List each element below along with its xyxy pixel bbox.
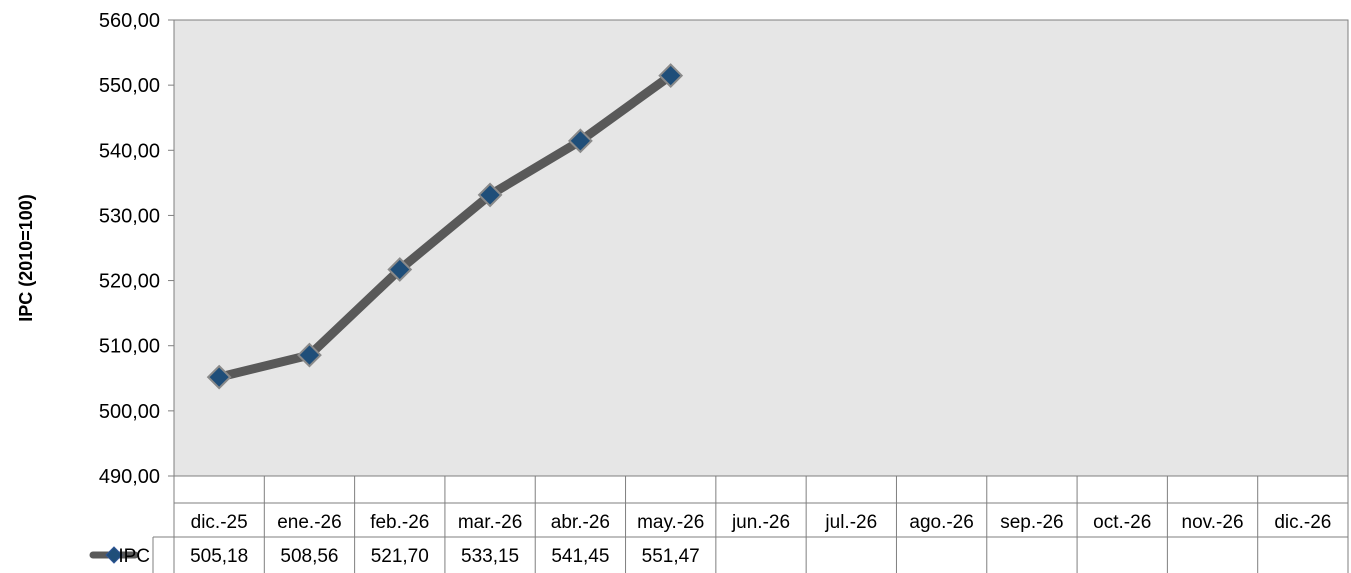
data-point	[477, 182, 503, 208]
data-point	[567, 128, 593, 154]
data-point	[297, 342, 322, 368]
y-tick-label: 520,00	[99, 271, 160, 293]
legend-label: IPC	[118, 546, 150, 567]
x-category-label: oct.-26	[1093, 512, 1151, 533]
x-category-label: dic.-25	[191, 512, 248, 533]
y-tick-label: 500,00	[99, 401, 160, 423]
x-category-label: feb.-26	[370, 512, 429, 533]
y-tick-label: 560,00	[99, 10, 160, 32]
x-category-label: may.-26	[637, 512, 704, 533]
y-tick-label: 490,00	[99, 466, 160, 488]
y-tick-label: 510,00	[99, 336, 160, 358]
x-category-label: dic.-26	[1274, 512, 1331, 533]
plot-area	[173, 19, 1349, 477]
table-value-cell: 533,15	[461, 546, 519, 567]
x-category-label: ene.-26	[277, 512, 341, 533]
table-value-cell: 541,45	[551, 546, 609, 567]
data-point	[387, 257, 413, 282]
y-tick-label: 550,00	[99, 75, 160, 97]
data-point	[206, 364, 232, 390]
data-point	[658, 63, 684, 88]
x-category-label: jun.-26	[731, 512, 790, 533]
table-value-cell: 508,56	[280, 546, 338, 567]
x-category-label: jul.-26	[824, 512, 877, 533]
legend-marker-swatch	[105, 546, 123, 564]
x-category-label: abr.-26	[551, 512, 610, 533]
table-value-cell: 521,70	[371, 546, 429, 567]
table-value-cell: 551,47	[642, 546, 700, 567]
x-category-label: nov.-26	[1182, 512, 1244, 533]
x-category-label: mar.-26	[458, 512, 522, 533]
x-category-label: ago.-26	[909, 512, 973, 533]
series-line	[214, 71, 676, 382]
table-value-cell: 505,18	[190, 546, 248, 567]
y-tick-label: 540,00	[99, 140, 160, 162]
y-tick-label: 530,00	[99, 205, 160, 227]
y-axis-label: IPC (2010=100)	[16, 194, 36, 322]
x-category-label: sep.-26	[1000, 512, 1063, 533]
